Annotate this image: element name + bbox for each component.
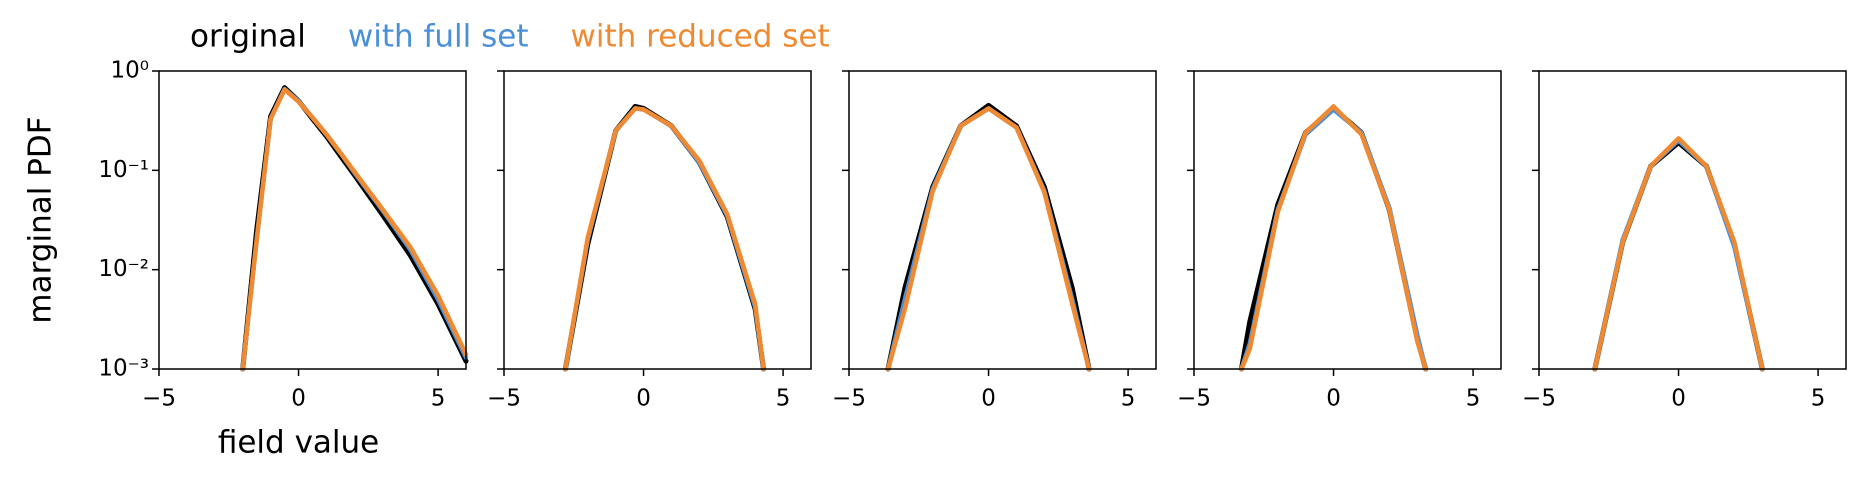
plot-frame <box>158 70 467 370</box>
x-tick-label: 5 <box>1811 386 1826 412</box>
pdf-line <box>1239 104 1428 372</box>
pdf-line <box>885 106 1092 372</box>
y-axis-label: marginal PDF <box>23 116 59 323</box>
plot-frame <box>848 70 1157 370</box>
pdf-line <box>240 87 469 372</box>
y-tick-label: 10⁰ <box>111 58 150 84</box>
pdf-line <box>240 85 469 372</box>
x-tick-label: 0 <box>981 386 996 412</box>
x-tick-label: −5 <box>1522 386 1556 412</box>
y-tick-label: 10⁻¹ <box>98 157 149 183</box>
x-tick-label: 0 <box>636 386 651 412</box>
x-tick-label: 5 <box>1121 386 1136 412</box>
x-tick-label: 0 <box>1671 386 1686 412</box>
pdf-line <box>1592 136 1765 372</box>
x-tick-label: −5 <box>142 386 176 412</box>
x-tick-label: 5 <box>1466 386 1481 412</box>
x-tick-label: 5 <box>431 386 446 412</box>
x-tick-label: 5 <box>776 386 791 412</box>
x-tick-label: 0 <box>1326 386 1341 412</box>
pdf-line <box>563 106 766 372</box>
x-tick-label: −5 <box>487 386 521 412</box>
plot-frame <box>1538 70 1847 370</box>
legend-entry: with full set <box>348 19 529 55</box>
x-tick-label: 0 <box>291 386 306 412</box>
plot-frame <box>503 70 812 370</box>
legend-entry: with reduced set <box>571 19 830 55</box>
x-axis-label: field value <box>218 425 379 461</box>
y-tick-label: 10⁻² <box>98 256 149 282</box>
pdf-line <box>240 86 469 372</box>
pdf-line <box>885 106 1092 372</box>
x-tick-label: −5 <box>832 386 866 412</box>
legend-entry: original <box>190 19 306 55</box>
pdf-line <box>885 102 1092 372</box>
y-tick-label: 10⁻³ <box>98 356 149 382</box>
x-tick-label: −5 <box>1177 386 1211 412</box>
plot-frame <box>1193 70 1502 370</box>
